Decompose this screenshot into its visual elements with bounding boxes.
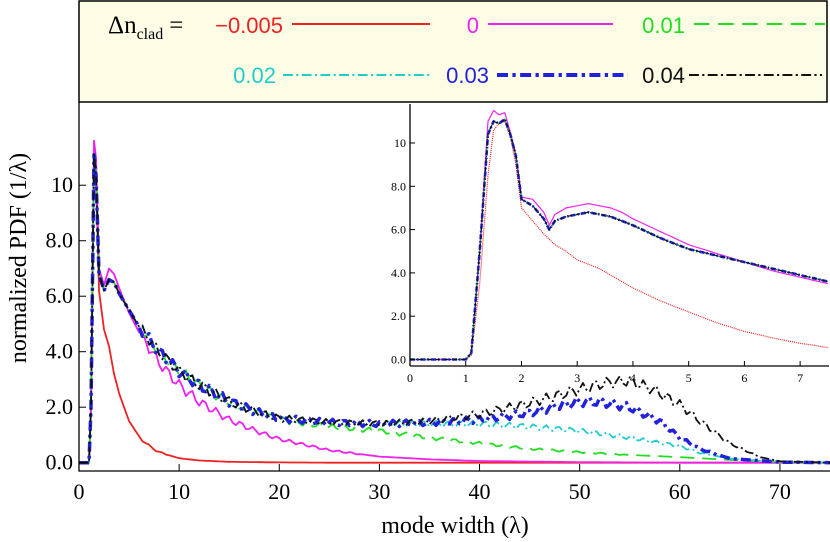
- x-tick-label: 60: [669, 479, 691, 504]
- x-tick-label: 0: [407, 371, 413, 385]
- y-tick-label: 0.0: [46, 450, 74, 475]
- y-tick-label: 10: [51, 172, 73, 197]
- x-tick-label: 5: [686, 371, 692, 385]
- inset-plot: 0 1 2 3 4 5 6 7 0.0 2.0 4.0 6.0 8.0 10: [391, 103, 830, 385]
- x-tick-label: 50: [569, 479, 591, 504]
- inset-series-group: [410, 109, 829, 361]
- legend-label: 0.04: [642, 63, 685, 88]
- x-tick-label: 70: [769, 479, 791, 504]
- y-tick-label: 6.0: [391, 223, 406, 237]
- y-tick-label: 2.0: [391, 309, 406, 323]
- y-tick-label: 4.0: [46, 339, 74, 364]
- inset-series-line: [410, 118, 829, 361]
- y-tick-label: 2.0: [46, 394, 74, 419]
- x-tick-label: 0: [74, 479, 85, 504]
- y-tick-label: 4.0: [391, 266, 406, 280]
- x-tick-label: 4: [630, 371, 636, 385]
- x-axis-label: mode width (λ): [381, 513, 529, 539]
- x-tick-label: 7: [797, 371, 803, 385]
- legend: Δnclad = −0.005 0 0.01 0.02 0.03 0.04: [78, 0, 828, 103]
- x-tick-label: 1: [463, 371, 469, 385]
- x-tick-label: 10: [168, 479, 190, 504]
- inset-series-line: [410, 109, 829, 361]
- inset-series-line: [410, 120, 829, 361]
- y-axis-label: normalized PDF (1/λ): [6, 153, 32, 363]
- x-tick-label: 6: [741, 371, 747, 385]
- legend-label: 0.03: [446, 63, 489, 88]
- x-tick-label: 20: [268, 479, 290, 504]
- y-tick-label: 8.0: [391, 179, 406, 193]
- main-series-line: [79, 139, 830, 464]
- main-series-line: [79, 153, 830, 464]
- legend-label: 0: [467, 13, 479, 38]
- x-tick-label: 30: [368, 479, 390, 504]
- x-tick-label: 3: [574, 371, 580, 385]
- y-tick-label: 10: [394, 136, 406, 150]
- y-tick-label: 0.0: [391, 353, 406, 367]
- main-plot: 0 10 20 30 40 50 60 70 0.02.04.06.08.010 mode w…: [6, 102, 830, 539]
- legend-label: 0.02: [233, 63, 276, 88]
- main-series-line: [79, 152, 830, 465]
- legend-title: Δnclad =: [108, 12, 183, 43]
- x-tick-label: 2: [518, 371, 524, 385]
- x-tick-label: 40: [469, 479, 491, 504]
- legend-box: [78, 0, 828, 103]
- main-series-group: [79, 139, 830, 465]
- y-tick-label: 8.0: [46, 228, 74, 253]
- legend-label: −0.005: [215, 13, 283, 38]
- inset-background: [394, 103, 830, 368]
- y-tick-label: 6.0: [46, 283, 74, 308]
- legend-label: 0.01: [642, 13, 685, 38]
